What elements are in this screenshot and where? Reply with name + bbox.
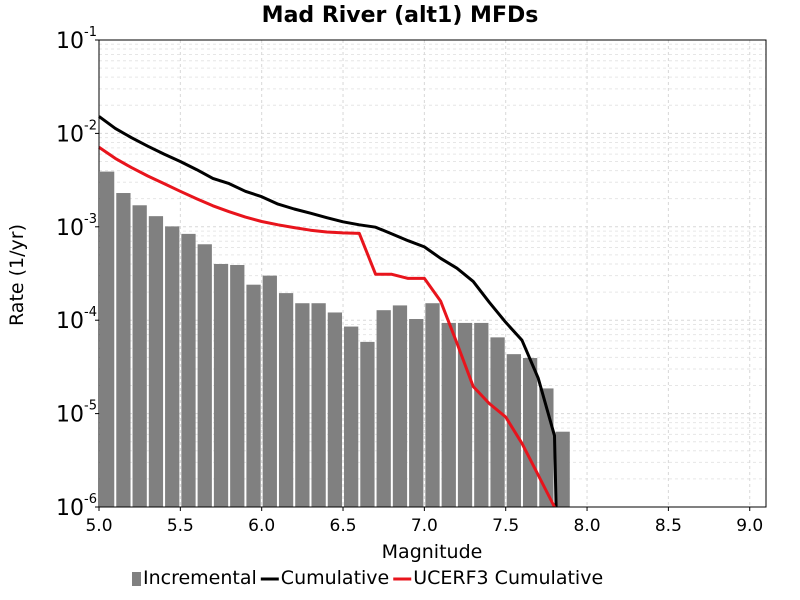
- y-tick-label: 10-6: [56, 492, 97, 521]
- incremental-bar: [522, 357, 538, 507]
- y-tick-label: 10-5: [56, 399, 97, 428]
- incremental-bar: [181, 233, 196, 507]
- incremental-bar: [344, 326, 359, 507]
- incremental-bar: [278, 293, 294, 507]
- x-tick-label: 6.5: [330, 516, 357, 536]
- incremental-bar: [132, 205, 147, 508]
- legend-label-incremental: Incremental: [143, 567, 257, 589]
- incremental-bar: [360, 341, 375, 507]
- incremental-bar: [327, 312, 343, 507]
- cumulative-lines: [98, 115, 558, 508]
- y-tick-label: 10-3: [56, 212, 97, 241]
- incremental-bar: [197, 244, 212, 507]
- incremental-bar: [311, 303, 326, 507]
- incremental-bar: [392, 305, 408, 507]
- ucerf3-cumulative-line: [98, 146, 556, 508]
- incremental-bar: [474, 322, 489, 507]
- incremental-bar: [376, 310, 391, 507]
- legend: Incremental Cumulative UCERF3 Cumulative: [132, 567, 603, 589]
- incremental-bar: [165, 226, 180, 508]
- incremental-bar: [213, 263, 229, 507]
- x-axis-ticks: 5.0 5.5 6.0 6.5 7.0 7.5 8.0 8.5 9.0: [85, 507, 763, 536]
- x-tick-label: 7.0: [411, 516, 438, 536]
- x-tick-label: 5.0: [85, 516, 112, 536]
- x-axis-label: Magnitude: [382, 541, 483, 563]
- y-axis-ticks: 10-6 10-5 10-4 10-3 10-2 10-1: [56, 25, 99, 521]
- incremental-bar: [409, 319, 424, 507]
- incremental-bar: [555, 431, 570, 507]
- incremental-bar: [148, 216, 164, 507]
- y-axis-label: Rate (1/yr): [6, 224, 28, 326]
- legend-label-ucerf3-cumulative: UCERF3 Cumulative: [413, 567, 603, 589]
- cumulative-line: [98, 115, 558, 508]
- plot-frame: [98, 39, 767, 508]
- x-tick-label: 8.5: [655, 516, 682, 536]
- y-tick-label: 10-4: [56, 305, 97, 334]
- x-tick-label: 8.0: [574, 516, 601, 536]
- incremental-bar: [246, 284, 261, 507]
- x-tick-label: 5.5: [167, 516, 194, 536]
- incremental-bar: [457, 322, 473, 507]
- legend-label-cumulative: Cumulative: [281, 567, 389, 589]
- y-tick-label: 10-1: [56, 25, 97, 54]
- incremental-bar: [490, 337, 505, 507]
- x-tick-label: 7.5: [492, 516, 519, 536]
- incremental-bar: [441, 322, 456, 507]
- x-tick-label: 9.0: [736, 516, 763, 536]
- incremental-bar: [116, 193, 131, 507]
- chart-title: Mad River (alt1) MFDs: [262, 3, 539, 28]
- incremental-bar: [295, 303, 310, 507]
- incremental-bar: [425, 303, 440, 507]
- incremental-bar: [262, 275, 277, 507]
- incremental-bars: [100, 171, 570, 508]
- legend-swatch-incremental: [132, 572, 141, 586]
- y-tick-label: 10-2: [56, 118, 97, 147]
- incremental-bar: [100, 171, 115, 508]
- incremental-bar: [230, 264, 245, 507]
- x-tick-label: 6.0: [248, 516, 275, 536]
